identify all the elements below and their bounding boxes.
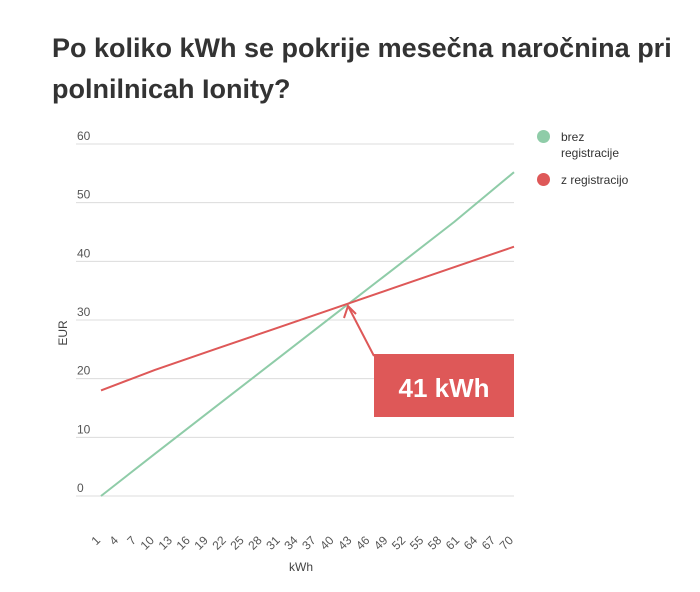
- x-tick-label: 19: [192, 533, 212, 553]
- x-tick-label: 58: [425, 533, 445, 553]
- legend-label: brez registracije: [561, 130, 620, 160]
- y-tick-label: 50: [77, 188, 91, 202]
- x-tick-label: 40: [317, 533, 337, 553]
- y-tick-label: 0: [77, 481, 84, 495]
- x-axis-ticks: 1 4 71013161922252831343740434649525558616…: [88, 533, 516, 553]
- legend-item-brez-registracije[interactable]: brez registracije: [537, 129, 687, 161]
- x-tick-label: 52: [389, 533, 409, 553]
- x-tick-label: 25: [227, 533, 247, 553]
- legend-marker-icon: [537, 130, 550, 143]
- x-tick-label: 4: [106, 533, 121, 548]
- series-lines: [100, 171, 515, 497]
- x-tick-label: 16: [174, 533, 194, 553]
- x-tick-label: 31: [263, 533, 283, 553]
- y-axis-ticks: 0 10 20 30 40 50 60: [77, 129, 91, 495]
- y-axis-label: EUR: [56, 320, 70, 346]
- annotation-pointer-line: [347, 305, 375, 357]
- y-tick-label: 20: [77, 364, 91, 378]
- annotation-arrowhead: [343, 304, 357, 319]
- y-tick-label: 40: [77, 246, 91, 260]
- annotation-box: [374, 354, 514, 417]
- x-tick-label: 43: [335, 533, 355, 553]
- x-tick-label: 28: [245, 533, 265, 553]
- chart-legend: brez registracije z registracijo: [537, 129, 687, 199]
- x-tick-label: 49: [371, 533, 391, 553]
- x-tick-label: 1: [88, 533, 103, 548]
- legend-label: z registracijo: [561, 173, 629, 187]
- y-tick-label: 30: [77, 305, 91, 319]
- y-tick-label: 60: [77, 129, 91, 143]
- legend-marker-icon: [537, 173, 550, 186]
- x-tick-label: 37: [299, 533, 319, 553]
- annotation-label: 41 kWh: [398, 373, 489, 403]
- x-tick-label: 34: [281, 533, 301, 553]
- x-tick-label: 67: [479, 533, 499, 553]
- x-tick-label: 55: [407, 533, 427, 553]
- x-tick-label: 7: [124, 533, 139, 548]
- x-axis-label: kWh: [289, 560, 313, 574]
- x-tick-label: 46: [353, 533, 373, 553]
- series-line-1: [100, 245, 515, 392]
- x-tick-label: 22: [209, 533, 229, 553]
- chart-title: Po koliko kWh se pokrije mesečna naročni…: [52, 33, 672, 104]
- x-tick-label: 61: [443, 533, 463, 553]
- series-line-0: [100, 171, 515, 497]
- legend-item-z-registracijo[interactable]: z registracijo: [537, 172, 687, 188]
- x-tick-label: 70: [497, 533, 517, 553]
- x-tick-label: 10: [138, 533, 158, 553]
- x-tick-label: 64: [461, 533, 481, 553]
- annotation-callout: 41 kWh: [343, 304, 514, 417]
- x-tick-label: 13: [156, 533, 176, 553]
- y-tick-label: 10: [77, 422, 91, 436]
- grid-lines: [76, 143, 514, 497]
